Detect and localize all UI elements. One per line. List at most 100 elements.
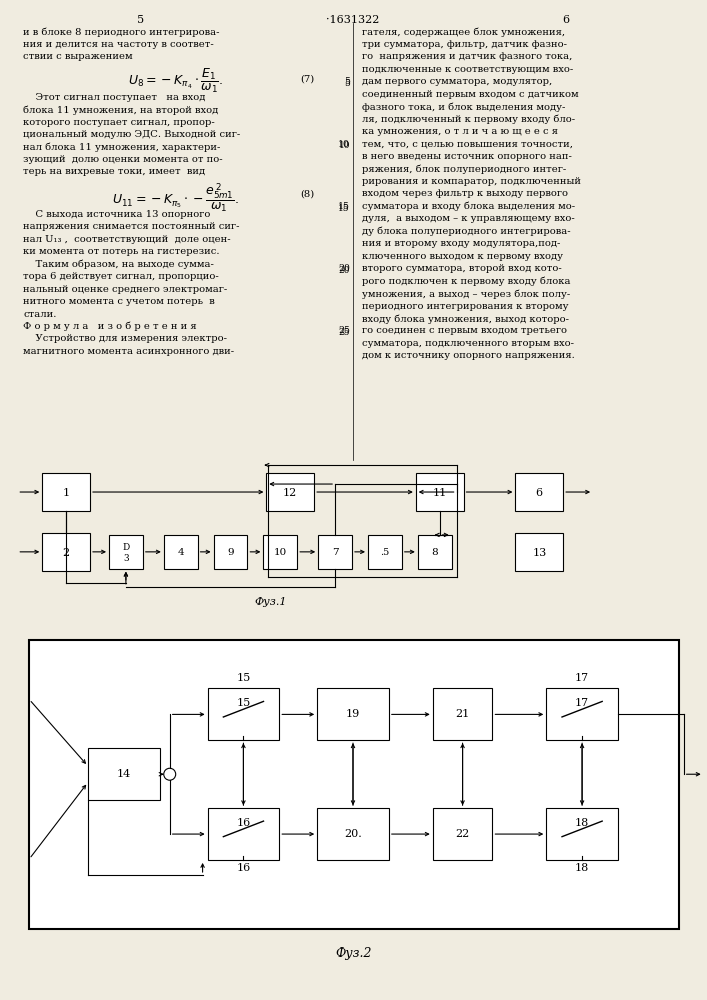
Text: 6: 6 <box>536 488 543 498</box>
Text: 20: 20 <box>339 266 350 275</box>
Text: дам первого сумматора, модулятор,: дам первого сумматора, модулятор, <box>362 77 552 86</box>
Text: умножения, а выход – через блок полу-: умножения, а выход – через блок полу- <box>362 289 571 299</box>
Text: нал U₁₃ ,  соответствующий  доле оцен-: нал U₁₃ , соответствующий доле оцен- <box>23 235 231 244</box>
Text: стали.: стали. <box>23 310 57 319</box>
Text: 20.: 20. <box>344 829 362 839</box>
Bar <box>29 640 679 929</box>
Text: подключенные к соответствующим вхо-: подключенные к соответствующим вхо- <box>362 65 573 74</box>
Text: D
3: D 3 <box>122 543 129 563</box>
Text: нальный оценке среднего электромаг-: нальный оценке среднего электромаг- <box>23 285 228 294</box>
Text: 2: 2 <box>63 548 70 558</box>
Text: 1: 1 <box>63 488 70 498</box>
Text: дуля,  а выходом – к управляющему вхо-: дуля, а выходом – к управляющему вхо- <box>362 214 575 223</box>
Text: входом через фильтр к выходу первого: входом через фильтр к выходу первого <box>362 189 568 198</box>
Text: 8: 8 <box>431 548 438 557</box>
Text: 19: 19 <box>346 709 360 719</box>
Text: го  напряжения и датчик фазного тока,: го напряжения и датчик фазного тока, <box>362 52 573 61</box>
Text: ствии с выражением: ствии с выражением <box>23 52 133 61</box>
Text: три сумматора, фильтр, датчик фазно-: три сумматора, фильтр, датчик фазно- <box>362 40 567 49</box>
Bar <box>208 808 279 860</box>
Text: 15: 15 <box>338 202 350 211</box>
Text: дом к источнику опорного напряжения.: дом к источнику опорного напряжения. <box>362 351 575 360</box>
Bar <box>547 688 618 740</box>
Text: 15: 15 <box>339 204 350 213</box>
Text: 10: 10 <box>339 141 350 150</box>
Text: 5: 5 <box>137 15 144 25</box>
Bar <box>368 535 402 569</box>
Bar <box>42 473 90 511</box>
Text: 16: 16 <box>236 818 250 828</box>
Text: Ф о р м у л а   и з о б р е т е н и я: Ф о р м у л а и з о б р е т е н и я <box>23 322 197 331</box>
Text: ка умножения, о т л и ч а ю щ е е с я: ка умножения, о т л и ч а ю щ е е с я <box>362 127 558 136</box>
Text: (8): (8) <box>300 190 315 199</box>
Text: 17: 17 <box>575 673 589 683</box>
Bar <box>317 808 389 860</box>
Text: (7): (7) <box>300 75 315 84</box>
Text: ния и второму входу модулятора,под-: ния и второму входу модулятора,под- <box>362 239 561 248</box>
Text: 25: 25 <box>339 328 350 337</box>
Text: второго сумматора, второй вход кото-: второго сумматора, второй вход кото- <box>362 264 562 273</box>
Text: циональный модулю ЭДС. Выходной сиг-: циональный модулю ЭДС. Выходной сиг- <box>23 130 240 139</box>
Text: терь на вихревые токи, имеет  вид: терь на вихревые токи, имеет вид <box>23 167 206 176</box>
Text: 21: 21 <box>455 709 469 719</box>
Text: рирования и компаратор, подключенный: рирования и компаратор, подключенный <box>362 177 581 186</box>
Text: 10: 10 <box>274 548 287 557</box>
Text: 11: 11 <box>433 488 447 498</box>
Text: 16: 16 <box>236 863 250 873</box>
Text: гателя, содержащее блок умножения,: гателя, содержащее блок умножения, <box>362 27 565 37</box>
Bar <box>109 535 143 569</box>
Bar <box>88 748 160 800</box>
Text: периодного интегрирования к второму: периодного интегрирования к второму <box>362 302 568 311</box>
Bar <box>433 688 493 740</box>
Bar <box>318 535 352 569</box>
Text: 25: 25 <box>338 326 350 335</box>
Text: 12: 12 <box>283 488 298 498</box>
Text: тем, что, с целью повышения точности,: тем, что, с целью повышения точности, <box>362 140 573 149</box>
Bar <box>317 688 389 740</box>
Text: $U_{11} = -K_{\pi_5} \cdot -\dfrac{e_{5m1}^{\,2}}{\omega_1}.$: $U_{11} = -K_{\pi_5} \cdot -\dfrac{e_{5m… <box>112 182 239 215</box>
Text: ки момента от потерь на гистерезис.: ки момента от потерь на гистерезис. <box>23 247 220 256</box>
Text: сумматора, подключенного вторым вхо-: сумматора, подключенного вторым вхо- <box>362 339 574 348</box>
Text: ду блока полупериодного интегрирова-: ду блока полупериодного интегрирова- <box>362 227 571 236</box>
Text: фазного тока, и блок выделения моду-: фазного тока, и блок выделения моду- <box>362 102 566 112</box>
Text: Фуз.1: Фуз.1 <box>254 597 286 607</box>
Text: Таким образом, на выходе сумма-: Таким образом, на выходе сумма- <box>23 260 214 269</box>
Text: 7: 7 <box>332 548 339 557</box>
Text: и в блоке 8 периодного интегрирова-: и в блоке 8 периодного интегрирова- <box>23 27 220 37</box>
Text: 17: 17 <box>575 698 589 708</box>
Text: магнитного момента асинхронного дви-: магнитного момента асинхронного дви- <box>23 347 235 356</box>
Text: С выхода источника 13 опорного: С выхода источника 13 опорного <box>23 210 211 219</box>
Bar <box>214 535 247 569</box>
Bar <box>164 535 198 569</box>
Text: Фуз.2: Фуз.2 <box>336 947 373 960</box>
Text: напряжения снимается постоянный сиг-: напряжения снимается постоянный сиг- <box>23 222 240 231</box>
Text: ·1631322: ·1631322 <box>327 15 380 25</box>
Text: 6: 6 <box>563 15 570 25</box>
Text: 22: 22 <box>455 829 469 839</box>
Text: соединенный первым входом с датчиком: соединенный первым входом с датчиком <box>362 90 578 99</box>
Bar <box>547 808 618 860</box>
Text: входу блока умножения, выход которо-: входу блока умножения, выход которо- <box>362 314 569 324</box>
Text: в него введены источник опорного нап-: в него введены источник опорного нап- <box>362 152 572 161</box>
Text: 20: 20 <box>338 264 350 273</box>
Text: 5: 5 <box>344 79 350 88</box>
Bar <box>433 808 493 860</box>
Text: .5: .5 <box>380 548 390 557</box>
Text: 13: 13 <box>532 548 547 558</box>
Text: 18: 18 <box>575 818 589 828</box>
Bar <box>263 535 297 569</box>
Text: ния и делится на частоту в соответ-: ния и делится на частоту в соответ- <box>23 40 214 49</box>
Text: 15: 15 <box>236 698 250 708</box>
Text: ряжения, блок полупериодного интег-: ряжения, блок полупериодного интег- <box>362 164 566 174</box>
Bar <box>267 473 314 511</box>
Text: ля, подключенный к первому входу бло-: ля, подключенный к первому входу бло- <box>362 115 575 124</box>
Text: которого поступает сигнал, пропор-: которого поступает сигнал, пропор- <box>23 118 215 127</box>
Text: 18: 18 <box>575 863 589 873</box>
Text: го соединен с первым входом третьего: го соединен с первым входом третьего <box>362 326 567 335</box>
Text: блока 11 умножения, на второй вход: блока 11 умножения, на второй вход <box>23 105 218 115</box>
Text: 14: 14 <box>117 769 131 779</box>
Text: нитного момента с учетом потерь  в: нитного момента с учетом потерь в <box>23 297 215 306</box>
Text: 10: 10 <box>338 140 350 149</box>
Circle shape <box>164 768 176 780</box>
Text: 4: 4 <box>177 548 184 557</box>
